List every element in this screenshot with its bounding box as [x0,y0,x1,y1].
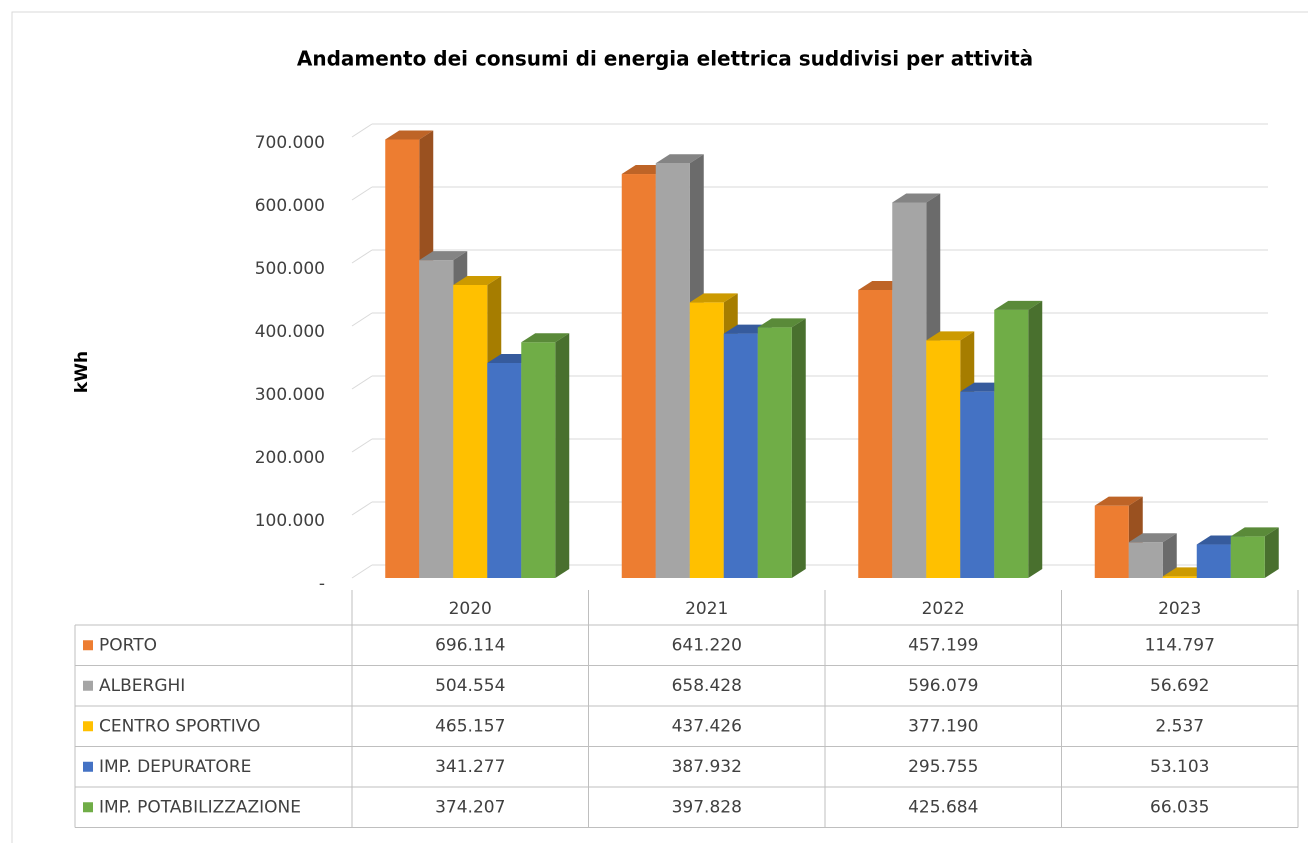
y-tick-label: 700.000 [255,133,325,153]
x-tick-label: 2022 [922,599,965,619]
table-value: 425.684 [908,797,978,817]
table-value: 457.199 [908,635,978,655]
y-tick-label: 600.000 [255,196,325,216]
bar [892,202,927,579]
grid-line [351,186,373,201]
grid-line [351,312,373,327]
legend-key [83,640,93,651]
bar [1128,542,1163,578]
bar-top [655,154,704,164]
table-value: 387.932 [672,757,742,777]
bar [655,163,690,578]
table-value: 114.797 [1145,635,1215,655]
bar [994,309,1029,578]
table-value: 374.207 [435,797,505,817]
bar [521,342,556,578]
table-value: 504.554 [435,676,505,696]
bar-side [1162,533,1177,578]
table-value: 437.426 [672,716,742,736]
legend-label: CENTRO SPORTIVO [99,716,260,736]
table-value: 696.114 [435,635,505,655]
bar [723,333,758,578]
bar [1162,576,1197,578]
bar-top [453,275,502,285]
table-value: 66.035 [1150,797,1209,817]
bar [621,174,656,578]
bar-top [1230,527,1279,537]
y-tick-label: 400.000 [255,322,325,342]
table-value: 2.537 [1155,716,1204,736]
table-value: 53.103 [1150,757,1209,777]
bar-top [385,130,434,140]
bar [1230,536,1265,578]
y-tick-label: 100.000 [255,511,325,531]
table-value: 341.277 [435,757,505,777]
bar-top [419,251,468,261]
bar-side [791,318,806,578]
y-tick-label: 300.000 [255,385,325,405]
bar [689,302,724,578]
bar-top [521,333,570,343]
chart-title: Andamento dei consumi di energia elettri… [297,47,1033,71]
bar-top [689,293,738,303]
legend-key [83,721,93,732]
bar-top [1094,496,1143,506]
y-tick-label: 200.000 [255,448,325,468]
bar [858,289,893,578]
bar [385,139,420,578]
bar [926,340,961,578]
bar [419,260,454,578]
grid-line [351,501,373,516]
table-value: 465.157 [435,716,505,736]
bar-side [1264,527,1279,578]
x-tick-label: 2021 [685,599,728,619]
table-value: 658.428 [672,676,742,696]
table-value: 56.692 [1150,676,1209,696]
bar-top [994,300,1043,310]
table-value: 641.220 [672,635,742,655]
bar [1196,544,1231,578]
x-tick-label: 2023 [1158,599,1201,619]
grid-line [351,375,373,390]
grid-line [351,249,373,264]
legend-label: IMP. DEPURATORE [99,757,251,777]
grid-line [351,123,373,138]
grid-line [351,564,373,579]
bar [453,284,488,578]
bar-top [926,331,975,341]
legend-label: ALBERGHI [99,676,185,696]
table-value: 295.755 [908,757,978,777]
legend-key [83,680,93,691]
table-value: 377.190 [908,716,978,736]
grid-line [351,438,373,453]
y-axis-label: kWh [72,351,92,393]
y-tick-label: - [319,574,325,594]
bar-side [1028,300,1043,578]
bar-top [757,318,806,328]
bar [960,391,995,578]
legend-key [83,761,93,772]
table-value: 397.828 [672,797,742,817]
bar [487,362,522,578]
bar [1094,505,1129,578]
bar-top [1128,533,1177,543]
bar-side [555,333,570,578]
bar [757,327,792,578]
table-value: 596.079 [908,676,978,696]
bar-top [892,193,941,203]
legend-label: PORTO [99,635,157,655]
legend-label: IMP. POTABILIZZAZIONE [99,797,301,817]
x-tick-label: 2020 [449,599,492,619]
legend-key [83,802,93,813]
y-tick-label: 500.000 [255,259,325,279]
